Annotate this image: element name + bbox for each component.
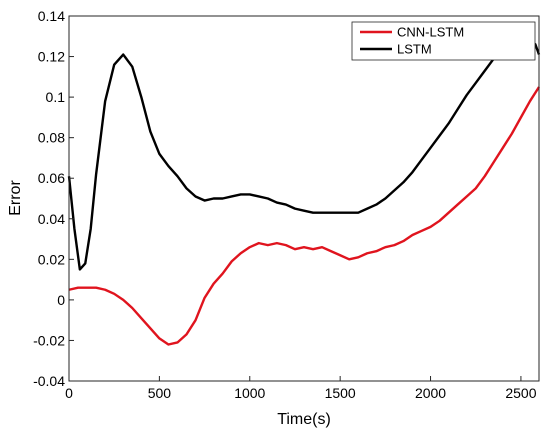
x-tick-label: 0 <box>65 385 73 401</box>
plot-area <box>69 16 539 381</box>
y-axis: -0.04 -0.02 0 0.02 0.04 0.06 0.08 0.1 0.12 0.14 <box>33 8 74 389</box>
y-tick-label: 0.1 <box>46 89 66 105</box>
legend-box <box>351 21 536 61</box>
y-tick-label: 0.12 <box>38 49 65 65</box>
x-axis: 0 500 1000 1500 2000 2500 <box>65 376 537 401</box>
x-tick-label: 2500 <box>505 385 536 401</box>
y-tick-label: -0.04 <box>33 373 65 389</box>
y-tick-label: 0.04 <box>38 211 65 227</box>
x-tick-label: 1500 <box>325 385 356 401</box>
plot-frame <box>68 15 540 382</box>
legend: CNN-LSTM LSTM <box>351 21 536 61</box>
y-tick-label: 0.08 <box>38 130 65 146</box>
y-tick-label: 0 <box>57 292 65 308</box>
series-line-lstm <box>67 39 541 271</box>
series-line-cnn-lstm <box>68 86 541 346</box>
y-tick-label: 0.14 <box>38 8 65 24</box>
y-axis-label: Error <box>7 180 24 216</box>
x-tick-label: 1000 <box>234 385 265 401</box>
x-tick-label: 500 <box>148 385 172 401</box>
legend-label-lstm: LSTM <box>397 42 432 57</box>
x-tick-label: 2000 <box>415 385 446 401</box>
y-tick-label: -0.02 <box>33 332 65 348</box>
legend-label-cnn-lstm: CNN-LSTM <box>397 25 464 40</box>
series-layer <box>67 39 541 346</box>
y-tick-label: 0.02 <box>38 251 65 267</box>
x-axis-label: Time(s) <box>277 411 331 428</box>
y-tick-label: 0.06 <box>38 170 65 186</box>
